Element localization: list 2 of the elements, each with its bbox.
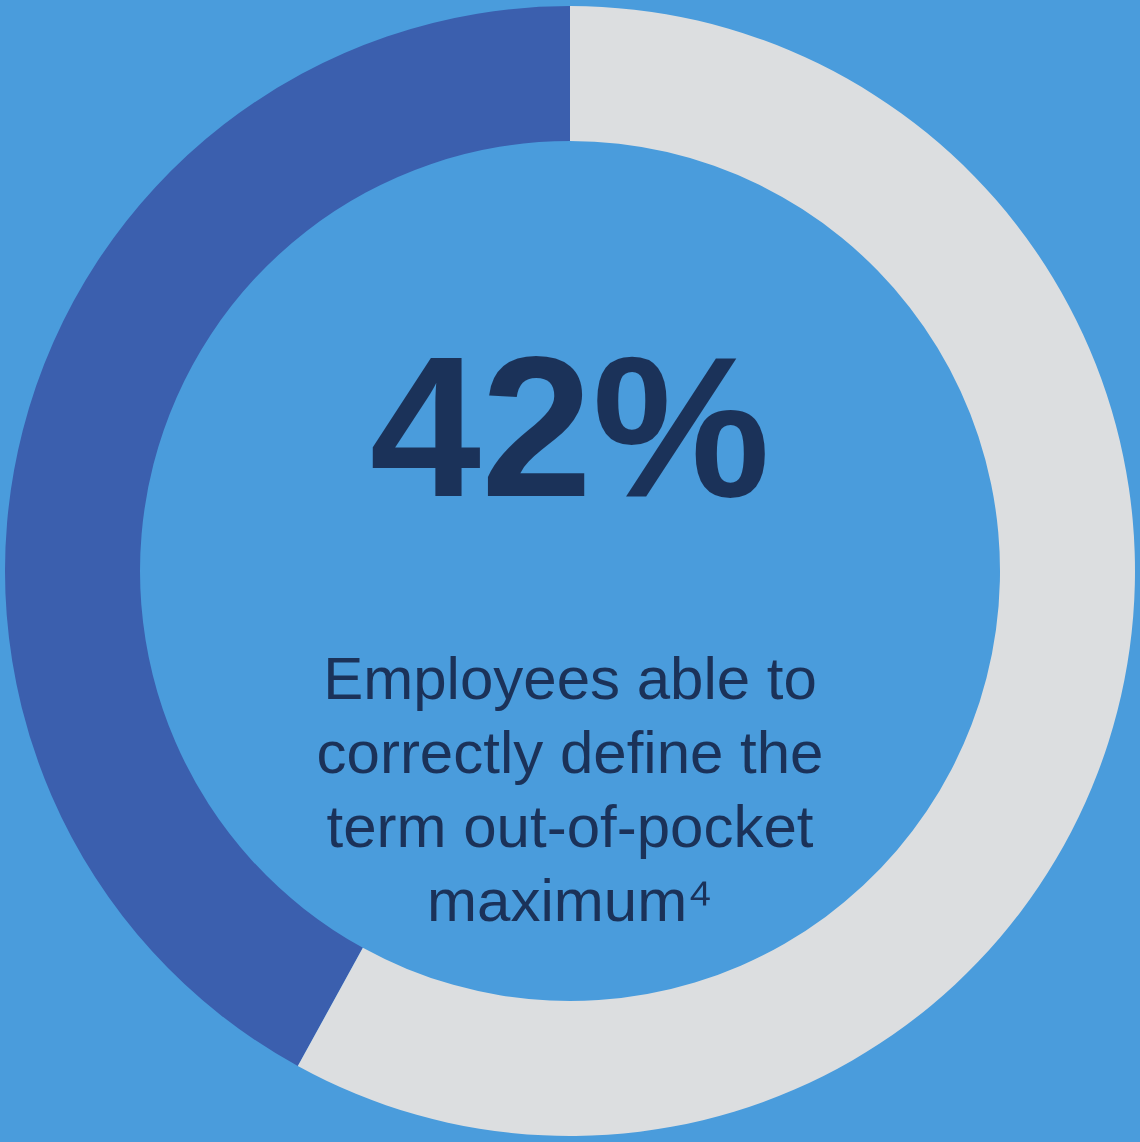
text: Employees able to correctly define the term out-of-pocket maximum⁴ bbox=[316, 645, 824, 934]
text: 42% bbox=[369, 315, 771, 538]
